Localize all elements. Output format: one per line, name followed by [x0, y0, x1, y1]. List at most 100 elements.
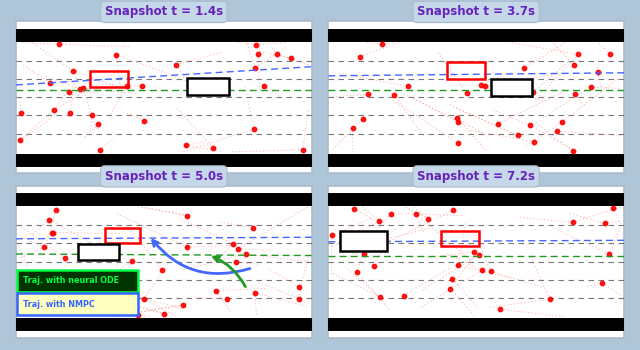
Point: [157, 267, 168, 273]
Point: [298, 147, 308, 153]
Point: [513, 133, 523, 138]
Point: [349, 206, 359, 211]
Point: [47, 230, 58, 236]
Point: [54, 42, 64, 47]
Point: [182, 244, 192, 250]
Point: [348, 125, 358, 130]
Point: [139, 296, 149, 302]
Point: [208, 145, 218, 151]
Point: [222, 296, 232, 302]
Point: [159, 311, 170, 316]
Point: [493, 121, 503, 126]
Point: [137, 84, 147, 89]
Point: [272, 51, 282, 57]
Point: [248, 225, 258, 230]
Point: [253, 51, 264, 57]
Point: [127, 258, 137, 263]
Point: [557, 119, 567, 125]
Point: [251, 42, 261, 48]
Point: [110, 279, 120, 285]
Point: [293, 296, 303, 301]
Point: [403, 84, 413, 89]
Point: [259, 83, 269, 89]
FancyBboxPatch shape: [491, 79, 532, 96]
Point: [15, 138, 26, 143]
Point: [593, 69, 603, 75]
Point: [39, 244, 49, 250]
Point: [605, 51, 615, 57]
Point: [452, 140, 463, 146]
Point: [51, 207, 61, 212]
Point: [568, 62, 579, 68]
Point: [377, 42, 387, 47]
Point: [468, 249, 479, 255]
Point: [423, 216, 433, 221]
Point: [132, 312, 143, 318]
Point: [495, 307, 506, 312]
FancyBboxPatch shape: [78, 244, 120, 260]
Point: [389, 92, 399, 98]
Point: [294, 284, 304, 289]
Point: [286, 56, 296, 61]
Point: [250, 290, 260, 295]
Point: [139, 118, 149, 124]
Point: [570, 91, 580, 97]
Point: [545, 296, 555, 302]
Point: [211, 288, 221, 294]
Point: [360, 251, 370, 257]
Point: [461, 91, 472, 96]
Point: [15, 110, 26, 116]
Point: [182, 213, 192, 218]
Point: [474, 252, 484, 257]
FancyBboxPatch shape: [188, 78, 229, 95]
Point: [93, 122, 104, 127]
Title: Snapshot t = 7.2s: Snapshot t = 7.2s: [417, 170, 535, 183]
Point: [45, 80, 56, 86]
Point: [586, 85, 596, 90]
Point: [600, 220, 610, 226]
Point: [49, 107, 60, 113]
Point: [568, 220, 578, 225]
Point: [604, 251, 614, 257]
Point: [233, 246, 243, 252]
Point: [528, 90, 538, 95]
Point: [477, 268, 488, 273]
Point: [87, 112, 97, 118]
Point: [573, 52, 583, 57]
Point: [386, 211, 396, 216]
Point: [111, 52, 122, 58]
Point: [28, 274, 38, 280]
Point: [374, 218, 385, 224]
Point: [411, 212, 421, 217]
Point: [448, 207, 458, 213]
Point: [445, 286, 456, 292]
FancyBboxPatch shape: [17, 293, 138, 315]
Point: [486, 268, 496, 274]
Point: [379, 237, 389, 243]
Point: [358, 116, 368, 122]
Point: [476, 82, 486, 87]
Point: [60, 255, 70, 261]
Point: [447, 276, 458, 282]
Point: [122, 84, 132, 89]
Point: [30, 287, 40, 292]
Point: [327, 232, 337, 238]
Text: Traj. with neural ODE: Traj. with neural ODE: [22, 276, 118, 285]
FancyBboxPatch shape: [17, 270, 138, 292]
Point: [44, 217, 54, 223]
Point: [552, 128, 563, 134]
Point: [65, 110, 75, 116]
Point: [95, 147, 105, 153]
Point: [452, 115, 463, 120]
Point: [399, 293, 409, 298]
Point: [352, 269, 362, 275]
Point: [525, 122, 535, 128]
Point: [68, 68, 78, 74]
Point: [519, 65, 529, 71]
Point: [529, 139, 540, 145]
Point: [249, 126, 259, 132]
Point: [372, 236, 382, 241]
Point: [230, 259, 241, 265]
Title: Snapshot t = 1.4s: Snapshot t = 1.4s: [105, 6, 223, 19]
Point: [568, 148, 578, 154]
